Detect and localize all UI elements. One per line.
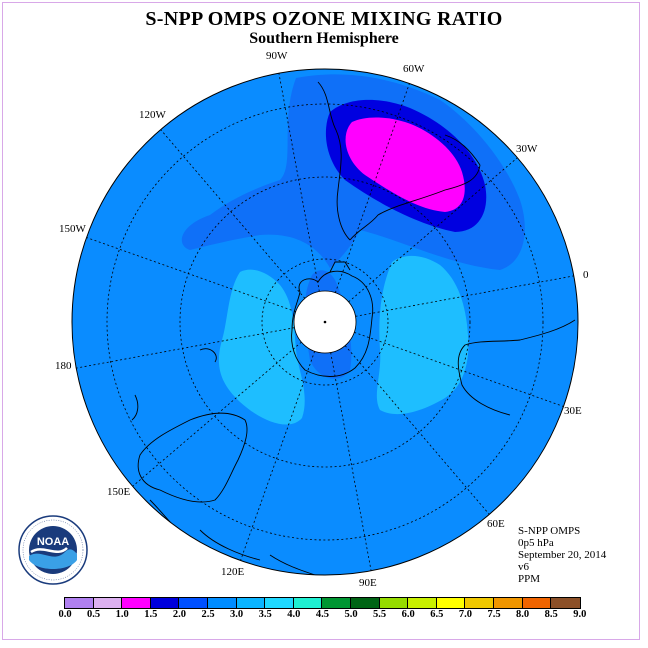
meridian-line (86, 237, 296, 313)
colorbar-segment (350, 598, 380, 608)
antarctic-peninsula-coast (329, 261, 351, 273)
lon-label-90w: 90W (266, 50, 288, 62)
colorbar-tick-label: 1.5 (144, 609, 158, 620)
colorbar-tick-label: 6.5 (430, 609, 444, 620)
colorbar-tick-label: 4.0 (287, 609, 301, 620)
lon-label-180: 180 (55, 360, 72, 372)
noaa-logo-text: NOAA (37, 536, 69, 548)
meridian-line (278, 73, 320, 292)
colorbar-segment (179, 598, 208, 608)
info-panel: S-NPP OMPS 0p5 hPa September 20, 2014 v6… (518, 525, 606, 585)
meridian-line (334, 83, 410, 293)
meridian-line (76, 327, 295, 369)
south-america-coast (317, 81, 481, 241)
lon-label-150w: 150W (59, 223, 86, 235)
meridian-line (132, 341, 302, 487)
lon-label-120e: 120E (221, 566, 245, 578)
colorbar-segment (150, 598, 180, 608)
lon-label-60e: 60E (487, 518, 505, 530)
figure-frame (2, 2, 640, 640)
colorbar-tick-label: 9.0 (573, 609, 587, 620)
colorbar-tick-label: 2.0 (172, 609, 186, 620)
meridian-lines (76, 73, 574, 571)
colorbar-segment (322, 598, 351, 608)
colorbar-tick-label: 4.5 (315, 609, 329, 620)
version-label: v6 (518, 561, 529, 573)
meridian-line (348, 157, 518, 303)
colorbar-segment (379, 598, 409, 608)
colorbar-tick-label: 7.5 (487, 609, 501, 620)
meridian-line (330, 352, 372, 571)
instrument-label: S-NPP OMPS (518, 525, 581, 537)
noaa-logo: NOAA (18, 515, 88, 585)
map-subtitle: Southern Hemisphere (249, 30, 399, 47)
colorbar-tick-label: 0.5 (87, 609, 101, 620)
lon-label-60w: 60W (403, 63, 425, 75)
lon-label-90e: 90E (359, 577, 377, 589)
colorbar-tick-label: 7.0 (458, 609, 472, 620)
date-label: September 20, 2014 (518, 549, 607, 561)
colorbar-tick-label: 5.0 (344, 609, 358, 620)
new-zealand-coast (131, 348, 217, 421)
colorbar-segment (436, 598, 466, 608)
meridian-line (355, 275, 574, 317)
colorbar-tick-label: 6.0 (401, 609, 415, 620)
colorbar-tick-label: 0.0 (58, 609, 72, 620)
ozone-minimum-region (218, 269, 305, 425)
ozone-peak-region (345, 117, 465, 212)
colorbar-segment (551, 598, 580, 608)
colorbar-segment (408, 598, 437, 608)
australia-coast (137, 412, 248, 503)
colorbar-tick-label: 3.5 (258, 609, 272, 620)
colorbar-tick-label: 2.5 (201, 609, 215, 620)
lon-label-30e: 30E (564, 405, 582, 417)
meridian-line (240, 351, 316, 561)
lon-label-30w: 30W (516, 143, 538, 155)
colorbar-segment (236, 598, 266, 608)
colorbar-segment (293, 598, 323, 608)
meridian-line (160, 129, 306, 299)
coastlines (131, 81, 576, 575)
lon-label-150e: 150E (107, 486, 131, 498)
meridian-line (354, 331, 564, 407)
pressure-level-label: 0p5 hPa (518, 537, 554, 549)
colorbar-segment (265, 598, 294, 608)
colorbar-segment (122, 598, 151, 608)
colorbar-segment (465, 598, 494, 608)
map-title: S-NPP OMPS OZONE MIXING RATIO (145, 8, 503, 30)
africa-coast (457, 319, 576, 416)
colorbar-tick-label: 8.5 (544, 609, 558, 620)
colorbar (64, 597, 581, 609)
colorbar-segment (65, 598, 94, 608)
colorbar-segment (493, 598, 523, 608)
antarctica-coast (291, 270, 374, 377)
colorbar-tick-label: 1.0 (115, 609, 129, 620)
colorbar-tick-label: 5.5 (373, 609, 387, 620)
colorbar-segment (93, 598, 123, 608)
lon-label-120w: 120W (139, 109, 166, 121)
colorbar-segment (522, 598, 552, 608)
map-boundary (71, 68, 579, 576)
units-label: PPM (518, 573, 541, 585)
south-pole-dot (323, 320, 327, 324)
ozone-minimum-region (376, 255, 469, 415)
colorbar-tick-label: 3.0 (230, 609, 244, 620)
colorbar-segment (207, 598, 237, 608)
lon-label-0: 0 (583, 269, 589, 281)
graticule (106, 103, 544, 541)
colorbar-tick-label: 8.0 (516, 609, 530, 620)
meridian-line (344, 345, 490, 515)
